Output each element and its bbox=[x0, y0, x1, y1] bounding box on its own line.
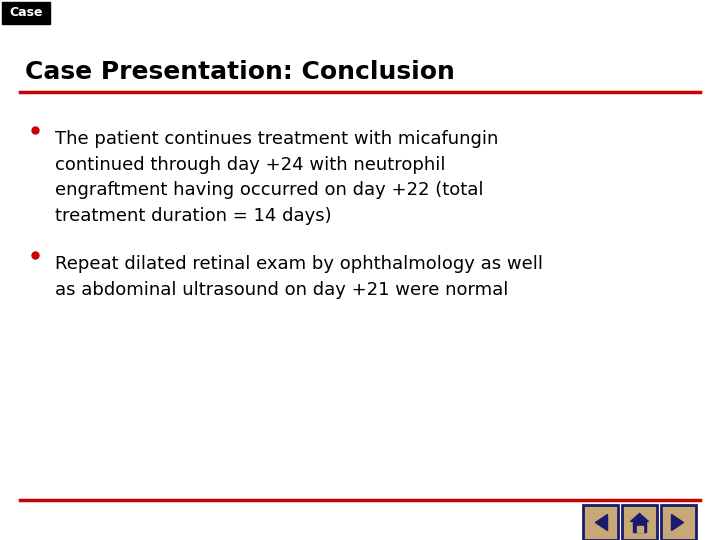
Text: The patient continues treatment with micafungin
continued through day +24 with n: The patient continues treatment with mic… bbox=[55, 130, 498, 225]
Polygon shape bbox=[595, 515, 608, 530]
Bar bbox=[661, 505, 696, 540]
Text: Case Presentation: Conclusion: Case Presentation: Conclusion bbox=[25, 60, 455, 84]
Polygon shape bbox=[631, 514, 649, 522]
Bar bbox=[2, 2, 50, 24]
Bar bbox=[633, 522, 646, 531]
Polygon shape bbox=[672, 515, 683, 530]
Text: Case: Case bbox=[9, 6, 42, 19]
Text: Repeat dilated retinal exam by ophthalmology as well
as abdominal ultrasound on : Repeat dilated retinal exam by ophthalmo… bbox=[55, 255, 543, 299]
Bar bbox=[583, 505, 618, 540]
Bar bbox=[622, 505, 657, 540]
Bar bbox=[636, 525, 642, 531]
